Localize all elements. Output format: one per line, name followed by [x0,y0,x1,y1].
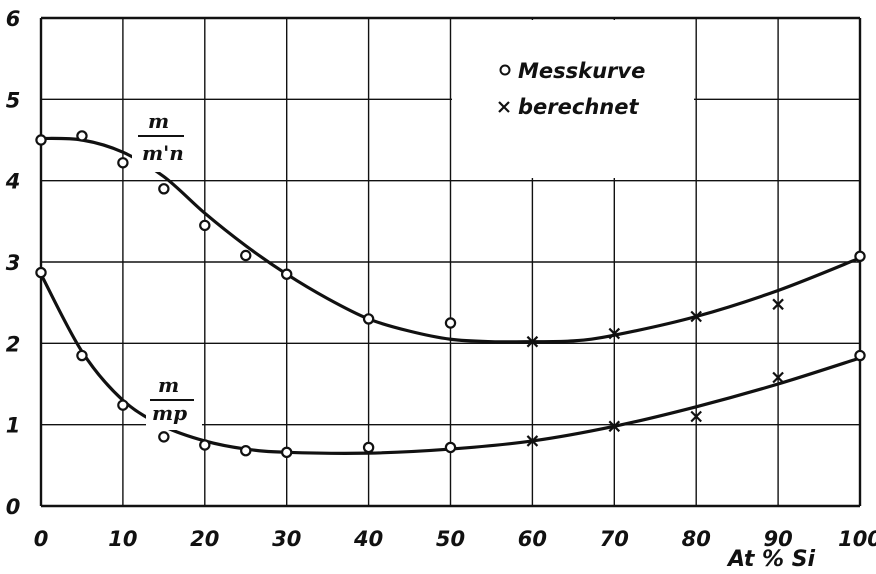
x-tick-label: 80 [682,527,711,551]
y-tick-label: 4 [5,170,21,194]
calculated-point [690,310,702,323]
curve-label-upper: m m'n [132,100,192,172]
measured-point [117,399,129,411]
measured-point [158,183,170,195]
legend-label-calculated: berechnet [518,95,639,119]
data-points [35,130,866,459]
calculated-point [526,435,539,447]
y-tick-label: 0 [6,495,21,519]
calculated-point-stroke [772,371,784,384]
measured-point [854,250,866,263]
calculated-point [526,335,539,348]
measured-point [240,444,252,457]
measured-point [76,130,88,142]
grid [39,16,862,508]
measured-point [158,431,170,443]
x-axis-title: At % Si [726,547,816,572]
measured-point [362,313,375,325]
calculated-point [690,410,702,423]
calculated-point-stroke [526,435,539,447]
measured-point [444,317,457,329]
measured-point [444,441,457,454]
curve-label-upper-denominator: m'n [142,141,184,165]
x-tick-label: 90 [763,527,792,551]
measured-point [854,349,866,362]
x-tick-label: 30 [272,527,301,551]
curve-label-lower-denominator: mp [152,401,187,425]
y-tick-label: 1 [6,414,21,438]
measured-point [199,439,211,451]
measured-point [35,266,47,279]
measured-point [281,268,293,280]
legend-circle-marker [499,64,511,76]
curve-label-lower-numerator: m [158,373,179,397]
calculated-point-stroke [526,335,539,348]
measured-point [35,134,47,146]
y-tick-label: 5 [6,88,21,112]
measured-point [281,446,293,459]
calculated-point [608,327,621,340]
measured-point [362,441,375,454]
measured-point [76,349,88,362]
calculated-point [772,298,784,311]
measured-point [240,249,252,262]
y-tick-label: 2 [6,332,21,356]
legend-label-measured: Messkurve [518,59,645,83]
calculated-point-stroke [690,410,702,423]
calculated-point-stroke [608,327,621,340]
measured-point [199,219,211,232]
y-tick-label: 6 [6,7,21,31]
x-tick-label: 0 [34,527,49,551]
tick-labels: 0 10 20 30 40 50 60 70 80 90 100 0 1 2 3 4 5 6 [5,7,876,551]
calculated-point-stroke [690,310,702,323]
x-tick-label: 70 [600,527,629,551]
x-tick-label: 50 [436,527,465,551]
x-tick-label: 100 [838,527,876,551]
curve-label-upper-numerator: m [148,109,169,133]
x-tick-label: 60 [518,527,547,551]
legend-cross-marker [498,101,510,113]
calculated-point [772,371,784,384]
y-tick-label: 3 [6,251,21,275]
x-tick-label: 20 [190,527,219,551]
x-tick-label: 40 [353,527,383,551]
calculated-point-stroke [608,420,621,433]
x-tick-label: 10 [108,527,137,551]
measured-point [117,157,129,169]
curve-line [39,136,862,344]
legend: Messkurve berechnet [452,20,694,178]
calculated-point-stroke [772,298,784,311]
calculated-point [608,420,621,433]
curve-label-lower: m mp [146,368,202,430]
